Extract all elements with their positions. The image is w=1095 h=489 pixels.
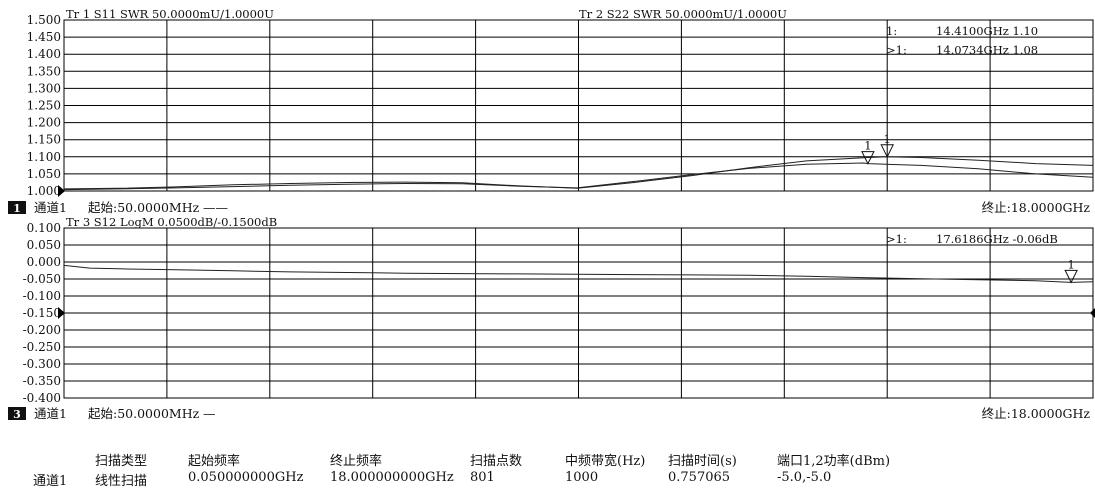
p1-trace-header: Tr 1 S11 SWR 50.0000mU/1.0000U bbox=[66, 7, 274, 21]
p2-ytick-label: -0.350 bbox=[23, 374, 61, 388]
p2-ytick-label: 0.100 bbox=[27, 221, 61, 235]
p1-ytick-label: 1.450 bbox=[27, 30, 61, 44]
summary-header-points: 扫描点数 bbox=[470, 454, 523, 469]
summary-header-start-freq: 起始频率 bbox=[188, 454, 241, 469]
summary-header-sweep-time: 扫描时间(s) bbox=[668, 454, 737, 469]
p2-channel-label: 通道1 bbox=[34, 406, 67, 421]
p1-ytick-label: 1.250 bbox=[27, 99, 61, 113]
p2-ytick-label: 0.000 bbox=[27, 255, 61, 269]
p2-stop-frequency: 终止:18.0000GHz bbox=[982, 406, 1091, 421]
p2-ytick-label: -0.200 bbox=[23, 323, 61, 337]
p1-marker-triangle bbox=[861, 151, 875, 165]
p2-ytick-label: -0.100 bbox=[23, 289, 61, 303]
p1-marker-label: 1 bbox=[884, 132, 891, 146]
summary-value-port-power: -5.0,-5.0 bbox=[777, 470, 832, 485]
p1-ytick-label: 1.400 bbox=[27, 47, 61, 61]
p1-start-frequency: 起始:50.0000MHz bbox=[88, 200, 200, 215]
p2-series-1-line bbox=[63, 264, 1094, 283]
p2-trace-header: Tr 3 S12 LogM 0.0500dB/-0.1500dB bbox=[66, 215, 277, 229]
p2-reference-arrow-right bbox=[1090, 308, 1095, 318]
p2-marker-readout-prefix: >1: bbox=[886, 232, 907, 246]
summary-header-if-bandwidth: 中频带宽(Hz) bbox=[565, 454, 646, 469]
p1-channel-badge bbox=[8, 201, 26, 214]
p1-series-2-line bbox=[63, 162, 1094, 191]
p2-start-frequency: 起始:50.0000MHz bbox=[88, 406, 200, 421]
p2-marker-triangle bbox=[1064, 269, 1078, 284]
p2-start-suffix: — bbox=[203, 406, 216, 421]
p1-marker-triangle bbox=[880, 144, 895, 158]
p2-ytick-label: -0.400 bbox=[23, 391, 61, 405]
p1-channel-badge-label: 1 bbox=[13, 202, 21, 215]
p2-ytick-label: 0.050 bbox=[27, 238, 61, 252]
summary-header-port-power: 端口1,2功率(dBm) bbox=[777, 454, 891, 469]
p2-channel-badge-label: 3 bbox=[13, 408, 21, 421]
p1-ytick-label: 1.050 bbox=[27, 167, 61, 181]
p2-marker-readout: 17.6186GHz -0.06dB bbox=[936, 232, 1058, 246]
analyzer-plots: 1.500 1.450 1.400 1.350 1.300 1.250 1.200 1.150… bbox=[8, 7, 1095, 421]
p2-ytick-label: -0.050 bbox=[23, 272, 61, 286]
summary-value-sweep-time: 0.757065 bbox=[668, 470, 731, 485]
summary-row-label: 通道1 bbox=[33, 474, 68, 489]
p2-ytick-label: -0.150 bbox=[23, 306, 61, 320]
p1-marker-readout: 14.4100GHz 1.10 bbox=[936, 24, 1038, 38]
summary-header-stop-freq: 终止频率 bbox=[330, 454, 383, 469]
p1-marker-readout-prefix: >1: bbox=[886, 43, 907, 57]
p1-marker-readout: 14.0734GHz 1.08 bbox=[936, 43, 1038, 57]
p1-trace-header: Tr 2 S22 SWR 50.0000mU/1.0000U bbox=[579, 7, 787, 21]
summary-value-stop-freq: 18.000000000GHz bbox=[330, 470, 454, 485]
summary-value-if-bandwidth: 1000 bbox=[565, 470, 599, 485]
summary-header-sweep-type: 扫描类型 bbox=[95, 454, 148, 469]
p1-ytick-label: 1.000 bbox=[27, 184, 61, 198]
summary-value-sweep-type: 线性扫描 bbox=[95, 474, 148, 489]
p1-ytick-label: 1.350 bbox=[27, 64, 61, 78]
p1-marker-label: 1 bbox=[864, 139, 871, 153]
p2-channel-badge bbox=[8, 407, 26, 420]
p1-ytick-label: 1.200 bbox=[27, 116, 61, 130]
p1-start-suffix: —— bbox=[203, 200, 228, 215]
p1-stop-frequency: 终止:18.0000GHz bbox=[982, 200, 1091, 215]
p2-ytick-label: -0.250 bbox=[23, 340, 61, 354]
p1-ytick-label: 1.150 bbox=[27, 133, 61, 147]
summary-value-start-freq: 0.050000000GHz bbox=[188, 470, 304, 485]
p1-channel-label: 通道1 bbox=[34, 200, 67, 215]
p1-series-1-line bbox=[63, 156, 1094, 190]
p1-ytick-label: 1.500 bbox=[27, 13, 61, 27]
p2-reference-arrow bbox=[58, 307, 65, 319]
p1-ytick-label: 1.100 bbox=[27, 150, 61, 164]
p1-marker-readout-prefix: 1: bbox=[886, 24, 897, 38]
p1-reference-arrow bbox=[58, 185, 65, 197]
summary-value-points: 801 bbox=[470, 470, 495, 485]
p2-marker-label: 1 bbox=[1067, 257, 1074, 271]
p2-ytick-label: -0.300 bbox=[23, 357, 61, 371]
p1-ytick-label: 1.300 bbox=[27, 81, 61, 95]
